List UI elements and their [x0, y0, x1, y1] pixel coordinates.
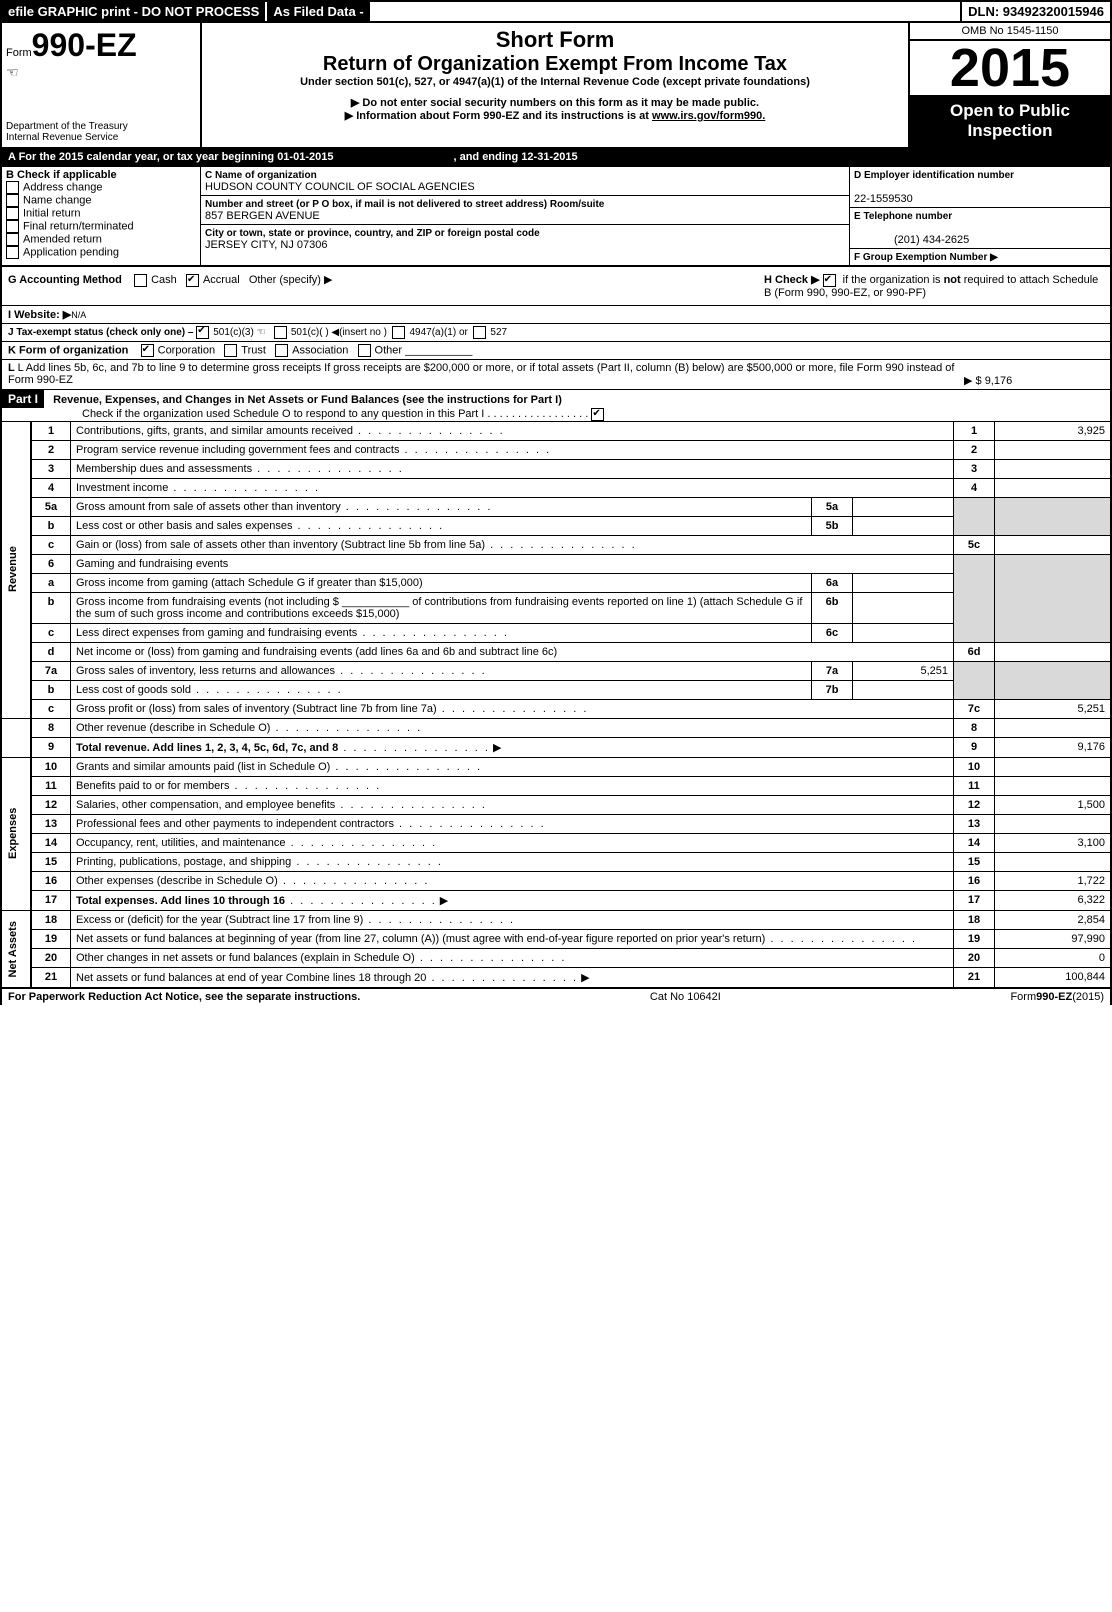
- department-label: Department of the Treasury Internal Reve…: [6, 121, 196, 143]
- checkbox-other-org[interactable]: [358, 344, 371, 357]
- val-19: 97,990: [995, 929, 1112, 948]
- side-expenses: Expenses: [1, 757, 31, 910]
- section-g-h: G Accounting Method Cash Accrual Other (…: [0, 267, 1112, 305]
- accounting-method: G Accounting Method Cash Accrual Other (…: [8, 273, 332, 299]
- col-b-title: B Check if applicable: [6, 169, 196, 181]
- val-20: 0: [995, 948, 1112, 967]
- efile-label: efile GRAPHIC print - DO NOT PROCESS: [2, 2, 265, 21]
- section-k: K Form of organization Corporation Trust…: [0, 341, 1112, 359]
- form-header: Form990-EZ ☜ Department of the Treasury …: [0, 21, 1112, 149]
- gross-receipts: ▶ $ 9,176: [964, 362, 1104, 387]
- row-a: A For the 2015 calendar year, or tax yea…: [0, 149, 1112, 167]
- street: 857 BERGEN AVENUE: [205, 210, 320, 222]
- checkbox-amended[interactable]: Amended return: [6, 233, 196, 246]
- phone-cell: E Telephone number (201) 434-2625: [850, 208, 1110, 249]
- checkbox-pending[interactable]: Application pending: [6, 246, 196, 259]
- group-exempt-cell: F Group Exemption Number ▶: [850, 249, 1110, 265]
- row-a-right: , and ending 12-31-2015: [453, 151, 577, 163]
- return-title: Return of Organization Exempt From Incom…: [206, 53, 904, 76]
- notice-2: ▶ Information about Form 990-EZ and its …: [206, 109, 904, 122]
- val-16: 1,722: [995, 871, 1112, 890]
- form-number: 990-EZ: [32, 27, 137, 63]
- val-12: 1,500: [995, 795, 1112, 814]
- dln-label: DLN: 93492320015946: [960, 2, 1110, 21]
- side-netassets: Net Assets: [1, 910, 31, 988]
- val-18: 2,854: [995, 910, 1112, 929]
- checkbox-final[interactable]: Final return/terminated: [6, 220, 196, 233]
- footer: For Paperwork Reduction Act Notice, see …: [0, 989, 1112, 1005]
- val-7c: 5,251: [995, 699, 1112, 718]
- pointer-icon: ☜: [6, 64, 196, 81]
- header-left: Form990-EZ ☜ Department of the Treasury …: [2, 23, 202, 147]
- tax-year: 2015: [910, 41, 1110, 95]
- part-1-title: Revenue, Expenses, and Changes in Net As…: [53, 394, 562, 406]
- col-d: D Employer identification number 22-1559…: [850, 167, 1110, 265]
- val-9: 9,176: [995, 737, 1112, 757]
- checkbox-4947[interactable]: [392, 326, 405, 339]
- section-h: H Check ▶ if the organization is not req…: [764, 273, 1104, 299]
- website-value: N/A: [71, 310, 86, 320]
- part-1-header-row: Part I Revenue, Expenses, and Changes in…: [0, 389, 1112, 421]
- footer-right: Form990-EZ(2015): [1010, 991, 1104, 1003]
- checkbox-accrual[interactable]: [186, 274, 199, 287]
- header-right: OMB No 1545-1150 2015 Open to Public Ins…: [910, 23, 1110, 147]
- subtext: Under section 501(c), 527, or 4947(a)(1)…: [206, 76, 904, 88]
- notice-1: ▶ Do not enter social security numbers o…: [206, 96, 904, 109]
- checkbox-name[interactable]: Name change: [6, 194, 196, 207]
- val-21: 100,844: [995, 967, 1112, 988]
- section-l: L L Add lines 5b, 6c, and 7b to line 9 t…: [0, 359, 1112, 389]
- info-grid: B Check if applicable Address change Nam…: [0, 167, 1112, 267]
- city: JERSEY CITY, NJ 07306: [205, 239, 328, 251]
- ein-cell: D Employer identification number 22-1559…: [850, 167, 1110, 208]
- section-j: J Tax-exempt status (check only one) – 5…: [0, 323, 1112, 341]
- checkbox-schedO[interactable]: [591, 408, 604, 421]
- col-b: B Check if applicable Address change Nam…: [2, 167, 201, 265]
- row-a-left: A For the 2015 calendar year, or tax yea…: [8, 151, 333, 163]
- lines-table: Revenue 1 Contributions, gifts, grants, …: [0, 421, 1112, 989]
- val-14: 3,100: [995, 833, 1112, 852]
- checkbox-trust[interactable]: [224, 344, 237, 357]
- footer-left: For Paperwork Reduction Act Notice, see …: [8, 991, 360, 1003]
- city-cell: City or town, state or province, country…: [201, 225, 849, 253]
- checkbox-501c[interactable]: [274, 326, 287, 339]
- filed-label: As Filed Data -: [265, 2, 371, 21]
- phone: (201) 434-2625: [854, 234, 969, 246]
- checkbox-corp[interactable]: [141, 344, 154, 357]
- checkbox-h[interactable]: [823, 274, 836, 287]
- checkbox-initial[interactable]: Initial return: [6, 207, 196, 220]
- part-1-label: Part I: [2, 390, 44, 408]
- val-1: 3,925: [995, 421, 1112, 440]
- checkbox-address[interactable]: Address change: [6, 181, 196, 194]
- checkbox-501c3[interactable]: [196, 326, 209, 339]
- side-revenue: Revenue: [1, 421, 31, 718]
- val-7a: 5,251: [853, 661, 954, 680]
- top-bar: efile GRAPHIC print - DO NOT PROCESS As …: [0, 0, 1112, 21]
- open-inspection: Open to Public Inspection: [910, 95, 1110, 147]
- checkbox-cash[interactable]: [134, 274, 147, 287]
- street-cell: Number and street (or P O box, if mail i…: [201, 196, 849, 225]
- checkbox-assoc[interactable]: [275, 344, 288, 357]
- col-c: C Name of organization HUDSON COUNTY COU…: [201, 167, 850, 265]
- org-name: HUDSON COUNTY COUNCIL OF SOCIAL AGENCIES: [205, 181, 475, 193]
- header-mid: Short Form Return of Organization Exempt…: [202, 23, 910, 147]
- val-17: 6,322: [995, 890, 1112, 910]
- org-name-cell: C Name of organization HUDSON COUNTY COU…: [201, 167, 849, 196]
- short-form-title: Short Form: [206, 27, 904, 53]
- footer-mid: Cat No 10642I: [650, 991, 721, 1003]
- section-i: I Website: ▶N/A: [0, 305, 1112, 323]
- ein: 22-1559530: [854, 193, 913, 205]
- part-1-sub: Check if the organization used Schedule …: [2, 406, 614, 422]
- form-prefix: Form: [6, 47, 32, 59]
- checkbox-527[interactable]: [473, 326, 486, 339]
